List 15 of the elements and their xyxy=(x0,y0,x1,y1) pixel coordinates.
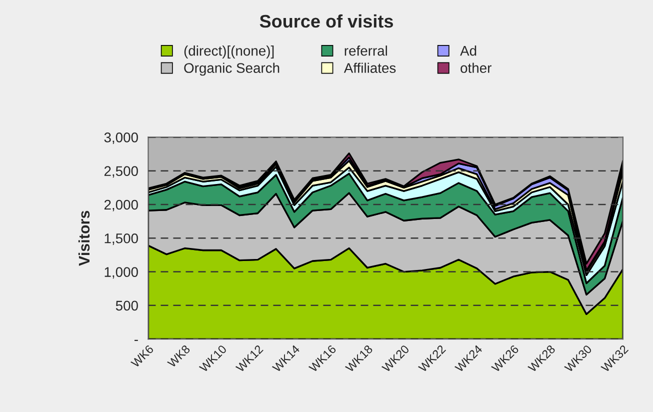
legend-label: Affiliates xyxy=(344,62,396,73)
chart-title: Source of visits xyxy=(260,14,393,28)
y-tick-label: 2,500 xyxy=(104,166,138,178)
legend-label: referral xyxy=(344,46,387,56)
legend-label: Organic Search xyxy=(184,62,280,76)
y-tick-label: - xyxy=(134,340,138,341)
y-axis-title: Visitors xyxy=(78,210,90,266)
y-tick-label: 1,500 xyxy=(104,233,138,245)
legend-label: (direct)[(none)] xyxy=(184,46,274,58)
legend-label: Ad xyxy=(460,46,476,56)
y-tick-label: 2,000 xyxy=(104,200,138,212)
y-tick-label: 1,000 xyxy=(104,267,138,279)
legend-label: other xyxy=(460,62,492,73)
y-tick-label: 3,000 xyxy=(104,132,138,144)
y-tick-label: 500 xyxy=(116,300,138,311)
